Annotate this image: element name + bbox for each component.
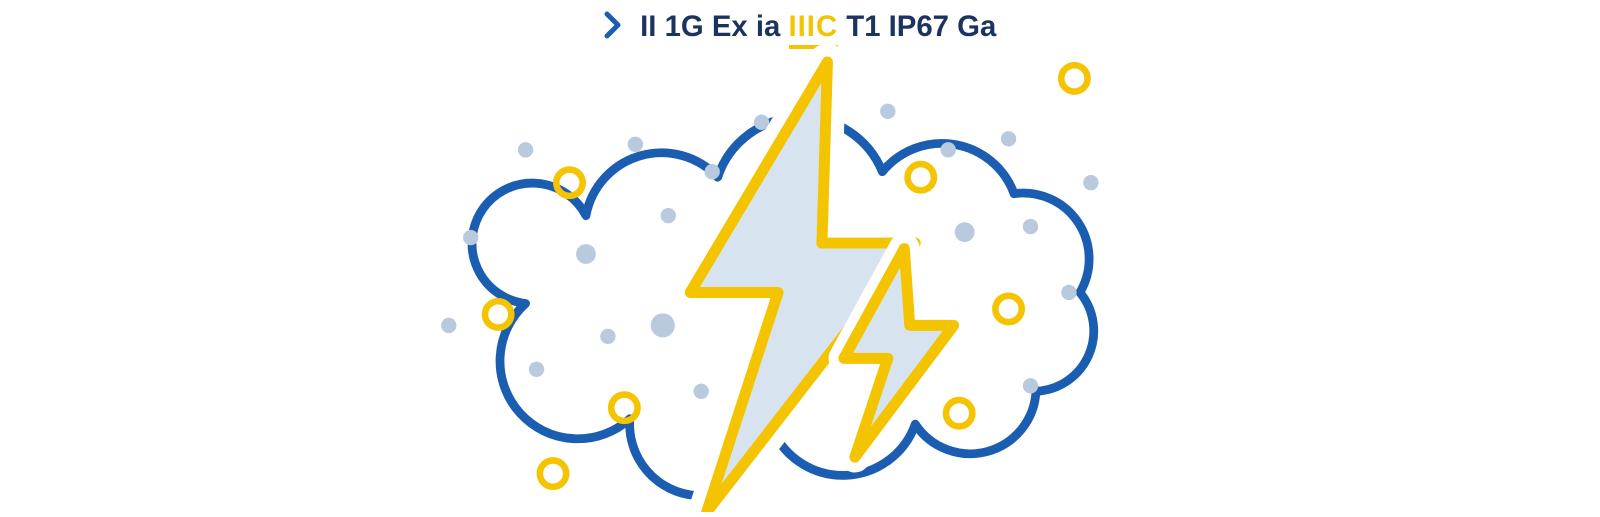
code-segment: T1 IP67 Ga bbox=[838, 10, 996, 43]
code-segment: II 1G Ex ia bbox=[640, 10, 788, 43]
lightning-cloud-illustration bbox=[0, 40, 1600, 512]
chevron-right-icon bbox=[604, 11, 622, 44]
atex-marking-heading: II 1G Ex ia IIIC T1 IP67 Ga bbox=[0, 10, 1600, 44]
atex-marking-text: II 1G Ex ia IIIC T1 IP67 Ga bbox=[640, 10, 996, 44]
